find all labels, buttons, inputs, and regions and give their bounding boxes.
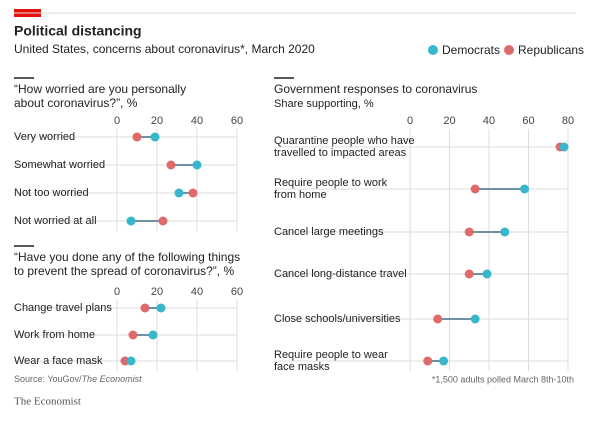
panel-subtitle: Share supporting, % <box>274 98 374 110</box>
category-label: travelled to impacted areas <box>274 147 407 159</box>
category-label: face masks <box>274 361 330 373</box>
category-label: Change travel plans <box>14 302 112 314</box>
category-label: Very worried <box>14 131 75 143</box>
dot <box>192 160 202 170</box>
subtitle: United States, concerns about coronaviru… <box>14 42 315 56</box>
x-tick-label: 20 <box>151 286 163 298</box>
x-tick-label: 40 <box>191 286 203 298</box>
dot <box>188 188 198 198</box>
panel-title: “How worried are you personally <box>14 82 186 96</box>
legend-label: Republicans <box>518 43 584 57</box>
category-label: Not too worried <box>14 187 89 199</box>
category-label: Cancel large meetings <box>274 226 384 238</box>
panel-title: Government responses to coronavirus <box>274 82 477 96</box>
dot <box>520 184 530 194</box>
category-label: Quarantine people who have <box>274 135 415 147</box>
x-tick-label: 60 <box>231 115 243 127</box>
panel-title: to prevent the spread of coronavirus?”, … <box>14 264 234 278</box>
category-label: Not worried at all <box>14 215 97 227</box>
dot <box>470 184 480 194</box>
dot <box>158 216 168 226</box>
category-label: Require people to wear <box>274 349 388 361</box>
brand: The Economist <box>14 396 81 408</box>
source-publication: The Economist <box>82 374 143 384</box>
source: Source: YouGov/The Economist <box>14 374 142 384</box>
category-label: Require people to work <box>274 177 388 189</box>
legend-marker <box>504 45 514 55</box>
category-label: Wear a face mask <box>14 355 103 367</box>
dot <box>166 160 176 170</box>
dot <box>150 132 160 142</box>
x-tick-label: 20 <box>151 115 163 127</box>
category-label: Cancel long-distance travel <box>274 268 407 280</box>
dot <box>126 356 136 366</box>
x-tick-label: 0 <box>407 115 413 127</box>
dot <box>128 330 138 340</box>
dot <box>148 330 158 340</box>
title: Political distancing <box>14 23 142 39</box>
legend-marker <box>428 45 438 55</box>
footnote: *1,500 adults polled March 8th-10th <box>432 374 574 384</box>
dot <box>174 188 184 198</box>
category-label: from home <box>274 189 327 201</box>
x-tick-label: 80 <box>562 115 574 127</box>
dot <box>500 227 510 237</box>
panel-title: “Have you done any of the following thin… <box>14 250 240 264</box>
x-tick-label: 40 <box>191 115 203 127</box>
dot <box>140 303 150 313</box>
category-label: Close schools/universities <box>274 313 401 325</box>
x-tick-label: 20 <box>443 115 455 127</box>
dot <box>433 314 443 324</box>
x-tick-label: 60 <box>522 115 534 127</box>
dot <box>559 142 569 152</box>
dot <box>464 269 474 279</box>
dot <box>132 132 142 142</box>
dot <box>470 314 480 324</box>
dot <box>439 356 449 366</box>
x-tick-label: 0 <box>114 286 120 298</box>
category-label: Work from home <box>14 329 95 341</box>
legend-label: Democrats <box>442 43 500 57</box>
source-text: Source: YouGov/ <box>14 374 82 384</box>
x-tick-label: 0 <box>114 115 120 127</box>
panel-title: about coronavirus?”, % <box>14 96 138 110</box>
category-label: Somewhat worried <box>14 159 105 171</box>
x-tick-label: 60 <box>231 286 243 298</box>
dot <box>464 227 474 237</box>
dot <box>126 216 136 226</box>
dot <box>156 303 166 313</box>
dot <box>423 356 433 366</box>
x-tick-label: 40 <box>483 115 495 127</box>
dot <box>482 269 492 279</box>
